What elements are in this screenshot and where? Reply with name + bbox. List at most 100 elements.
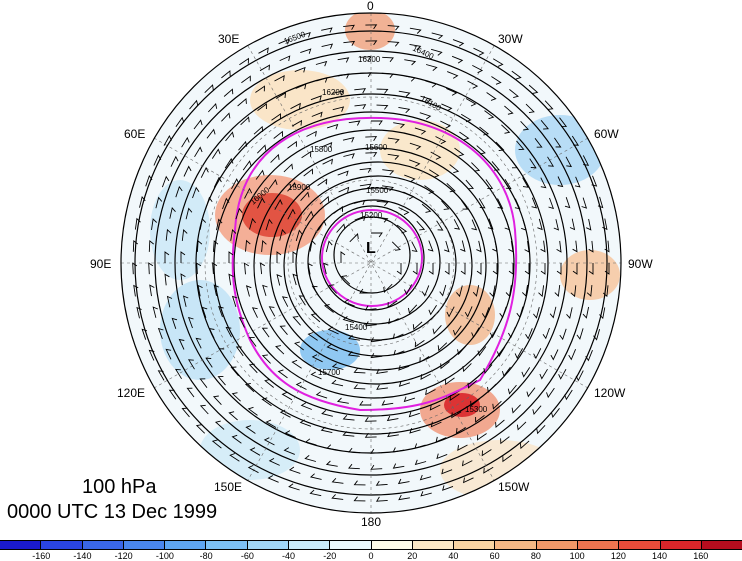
wind-barb bbox=[218, 348, 226, 359]
wind-barb bbox=[472, 65, 484, 74]
lon-label-0: 0 bbox=[367, 0, 374, 13]
wind-barb bbox=[196, 262, 202, 275]
wind-barb bbox=[276, 251, 282, 263]
wind-barb bbox=[364, 305, 377, 311]
wind-barbs bbox=[132, 24, 610, 502]
wind-barb bbox=[189, 99, 199, 110]
wind-barb bbox=[321, 142, 333, 148]
wind-barb bbox=[486, 92, 497, 101]
wind-barb bbox=[521, 284, 528, 297]
wind-barb bbox=[292, 273, 298, 286]
wind-barb bbox=[274, 199, 283, 210]
wind-barb bbox=[164, 273, 170, 286]
wind-barb bbox=[309, 473, 322, 480]
wind-barb bbox=[574, 176, 581, 188]
wind-barb bbox=[218, 306, 224, 318]
wind-barb bbox=[359, 167, 372, 173]
wind-barb bbox=[591, 175, 598, 187]
wind-barb bbox=[495, 419, 505, 429]
wind-barb bbox=[398, 381, 411, 387]
wind-barb bbox=[235, 346, 244, 357]
wind-barb bbox=[276, 274, 282, 286]
wind-barb bbox=[151, 218, 158, 230]
wind-barb bbox=[386, 415, 399, 422]
wind-barb bbox=[161, 175, 170, 188]
wind-barb bbox=[455, 427, 467, 434]
wind-barb bbox=[376, 200, 389, 207]
wind-barb bbox=[348, 447, 361, 454]
wind-barb bbox=[181, 136, 190, 148]
wind-barb bbox=[460, 199, 469, 210]
color-bar-swatch bbox=[701, 541, 742, 549]
contour-label: 15200 bbox=[360, 211, 383, 220]
wind-barb bbox=[476, 145, 486, 155]
wind-barb bbox=[277, 369, 288, 379]
wind-barb bbox=[430, 151, 442, 160]
wind-barb bbox=[398, 207, 410, 216]
wind-barb bbox=[570, 285, 577, 298]
wind-barb bbox=[586, 218, 592, 231]
wind-barb bbox=[477, 433, 487, 441]
wind-barb bbox=[359, 183, 372, 189]
wind-barb bbox=[471, 162, 481, 172]
lon-label-60e: 60E bbox=[124, 127, 146, 141]
color-bar-tick-label: 140 bbox=[652, 551, 668, 561]
wind-barb bbox=[263, 437, 275, 446]
wind-barb bbox=[548, 197, 555, 210]
wind-barb bbox=[454, 147, 465, 157]
wind-barb bbox=[575, 370, 584, 382]
wind-barb bbox=[353, 496, 366, 502]
wind-barb bbox=[228, 273, 234, 286]
wind-barb bbox=[550, 408, 560, 418]
wind-barb bbox=[393, 349, 405, 356]
wind-barb bbox=[211, 439, 222, 449]
wind-barb bbox=[348, 463, 360, 470]
wind-barb bbox=[572, 263, 578, 275]
wind-barb bbox=[343, 153, 355, 159]
wind-barb bbox=[245, 239, 251, 252]
wind-barb bbox=[520, 120, 530, 131]
color-bar-tick-label: 160 bbox=[693, 551, 709, 561]
wind-barb bbox=[343, 40, 356, 46]
color-bar-swatch bbox=[330, 541, 372, 549]
wind-barb bbox=[403, 75, 416, 82]
wind-barb bbox=[342, 137, 355, 143]
color-bar-tick-label: 60 bbox=[489, 551, 500, 561]
wind-barb bbox=[349, 233, 359, 243]
wind-barb bbox=[310, 95, 322, 101]
wind-barb bbox=[444, 240, 450, 253]
wind-barb bbox=[421, 203, 432, 213]
color-bar-swatch bbox=[165, 541, 207, 549]
wind-barb bbox=[199, 217, 207, 230]
wind-barb bbox=[370, 337, 383, 343]
wind-barb bbox=[484, 110, 495, 120]
wind-barb bbox=[134, 217, 141, 230]
wind-barb bbox=[139, 196, 146, 208]
wind-barb bbox=[430, 48, 443, 56]
contour-label: 15900 bbox=[288, 183, 311, 192]
color-bar-tick-label: 100 bbox=[569, 551, 585, 561]
wind-barb bbox=[409, 27, 422, 34]
color-bar-swatch bbox=[371, 541, 413, 549]
wind-barb bbox=[519, 440, 530, 450]
wind-barb bbox=[371, 120, 383, 126]
wind-barb bbox=[359, 56, 372, 62]
wind-barb bbox=[273, 130, 284, 139]
wind-barb bbox=[398, 106, 411, 114]
wind-barb bbox=[364, 432, 377, 438]
wind-barb bbox=[398, 494, 410, 501]
wind-barb bbox=[365, 24, 378, 30]
wind-barb bbox=[261, 327, 270, 338]
wind-barb bbox=[529, 158, 537, 169]
wind-barb bbox=[441, 103, 453, 112]
lon-label-90e: 90E bbox=[90, 257, 112, 271]
wind-barb bbox=[464, 306, 473, 318]
wind-barb bbox=[549, 306, 557, 319]
wind-barb bbox=[300, 48, 312, 54]
wind-barb bbox=[382, 56, 394, 63]
wind-barb bbox=[245, 425, 256, 434]
wind-barb bbox=[525, 103, 535, 114]
wind-barb bbox=[365, 40, 378, 46]
wind-barb bbox=[152, 306, 158, 318]
wind-barb bbox=[225, 326, 232, 338]
